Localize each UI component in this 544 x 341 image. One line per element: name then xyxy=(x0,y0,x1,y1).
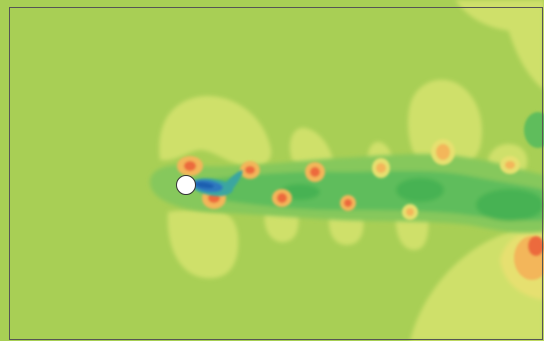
upper-lobe-mid xyxy=(289,127,333,167)
upper-right-edge-band xyxy=(500,0,544,90)
vortex-core-2 xyxy=(277,193,287,203)
lower-lobe-near-cylinder xyxy=(167,210,239,279)
right-edge-green xyxy=(524,112,544,148)
upper-lobe-right-tall xyxy=(408,79,482,173)
wake-inner xyxy=(199,171,544,221)
near-wake-shear xyxy=(190,170,243,197)
vortex-core-6 xyxy=(406,208,414,216)
shear-tail xyxy=(222,170,243,190)
vortex-core-7 xyxy=(436,144,450,160)
vortex-core-3 xyxy=(310,167,320,177)
upper-lobe-near-cylinder xyxy=(159,95,272,167)
shear-deep-blue xyxy=(194,181,214,189)
wake-core-right xyxy=(476,189,544,221)
lower-lobe-mid xyxy=(264,212,299,243)
wake-core-mid xyxy=(396,178,444,202)
vortex-core-8 xyxy=(505,161,515,169)
vortex-core-4 xyxy=(344,199,352,207)
plot-frame xyxy=(9,7,543,340)
vortex-spots xyxy=(177,112,544,280)
vortex-core-1 xyxy=(245,166,255,174)
vortex-core-5 xyxy=(376,163,386,173)
vortex-core-upper-cylinder xyxy=(184,161,196,171)
cylinder-obstacle-icon xyxy=(176,175,196,195)
vortex-core-9 xyxy=(528,236,544,256)
